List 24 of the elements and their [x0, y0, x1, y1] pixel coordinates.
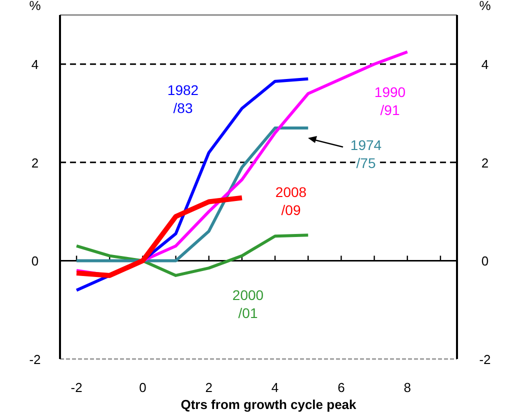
y-tick-label: -2 [29, 352, 41, 367]
text: 1974/75 [350, 137, 382, 171]
y-tick-label: 2 [31, 155, 39, 170]
y-tick-label: 4 [31, 57, 39, 72]
y-tick-label: 0 [31, 254, 39, 269]
y2-tick-label: 2 [481, 155, 489, 170]
series-label: 1990/91 [374, 84, 406, 118]
y2-axis-title: % [479, 0, 492, 13]
x-tick-label: 4 [271, 380, 279, 395]
y2-tick-label: 0 [481, 254, 489, 269]
x-tick-label: -2 [70, 380, 82, 395]
line-series [75, 126, 310, 262]
y-axis-title: % [29, 0, 42, 13]
x-axis-title: Qtrs from growth cycle peak [180, 397, 358, 412]
x-tick-label: 8 [404, 380, 411, 395]
x-tick-label: 6 [338, 380, 345, 395]
x-tick-label: 2 [205, 380, 212, 395]
text: 2008/09 [275, 184, 307, 218]
text: 1982/83 [167, 82, 199, 116]
line-series [75, 234, 310, 277]
y2-tick-label: -2 [479, 352, 491, 367]
y2-tick-label: 4 [481, 57, 489, 72]
x-tick-label: 0 [139, 380, 146, 395]
series-label: 2000/01 [232, 287, 264, 321]
